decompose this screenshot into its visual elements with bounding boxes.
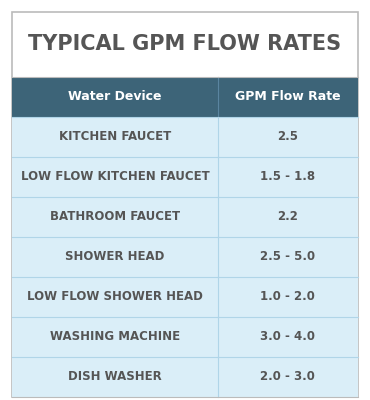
Text: 2.0 - 3.0: 2.0 - 3.0 bbox=[260, 370, 315, 384]
Bar bbox=[12, 197, 358, 237]
Text: BATHROOM FAUCET: BATHROOM FAUCET bbox=[50, 210, 180, 224]
Bar bbox=[12, 277, 358, 317]
Text: LOW FLOW KITCHEN FAUCET: LOW FLOW KITCHEN FAUCET bbox=[21, 170, 209, 184]
Bar bbox=[12, 357, 358, 397]
Text: 1.5 - 1.8: 1.5 - 1.8 bbox=[260, 170, 316, 184]
Bar bbox=[12, 317, 358, 357]
Text: GPM Flow Rate: GPM Flow Rate bbox=[235, 90, 341, 104]
Bar bbox=[12, 237, 358, 277]
Text: Water Device: Water Device bbox=[68, 90, 162, 104]
Text: KITCHEN FAUCET: KITCHEN FAUCET bbox=[59, 130, 171, 144]
Bar bbox=[12, 117, 358, 157]
Text: SHOWER HEAD: SHOWER HEAD bbox=[65, 250, 165, 264]
Text: 1.0 - 2.0: 1.0 - 2.0 bbox=[260, 290, 315, 304]
Text: 2.5 - 5.0: 2.5 - 5.0 bbox=[260, 250, 316, 264]
Text: 2.5: 2.5 bbox=[278, 130, 299, 144]
Text: 2.2: 2.2 bbox=[278, 210, 298, 224]
Text: DISH WASHER: DISH WASHER bbox=[68, 370, 162, 384]
Bar bbox=[12, 77, 358, 117]
Text: WASHING MACHINE: WASHING MACHINE bbox=[50, 330, 180, 344]
Text: TYPICAL GPM FLOW RATES: TYPICAL GPM FLOW RATES bbox=[28, 34, 342, 54]
Text: LOW FLOW SHOWER HEAD: LOW FLOW SHOWER HEAD bbox=[27, 290, 203, 304]
Text: 3.0 - 4.0: 3.0 - 4.0 bbox=[260, 330, 316, 344]
Bar bbox=[12, 157, 358, 197]
